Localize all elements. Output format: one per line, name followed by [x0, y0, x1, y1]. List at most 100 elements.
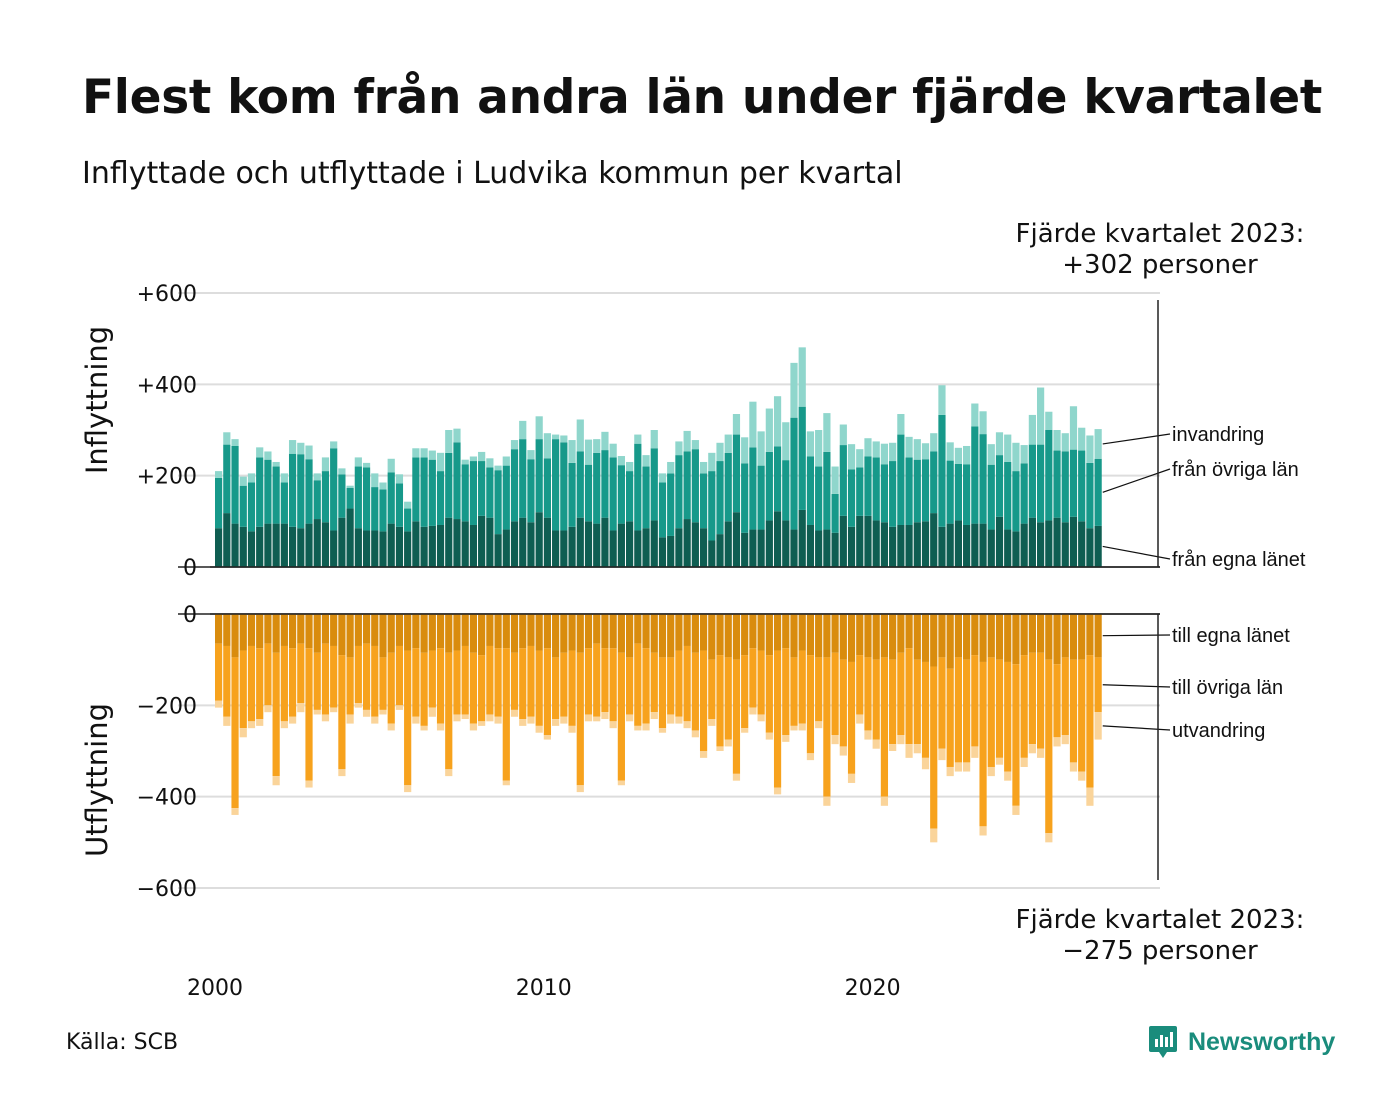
logo-text: Newsworthy: [1188, 1027, 1336, 1056]
bar-in-immigration: [560, 435, 568, 443]
bar-out-emigration: [1061, 735, 1069, 745]
bar-in-own-county: [765, 520, 773, 567]
bar-in-immigration: [741, 437, 749, 464]
bar-out-emigration: [946, 766, 954, 777]
bar-out-own-county: [313, 614, 321, 653]
bar-out-own-county: [264, 614, 272, 644]
bar-in-own-county: [436, 524, 445, 567]
bar-in-immigration: [527, 450, 535, 460]
bar-out-emigration: [905, 744, 913, 758]
bar-in-own-county: [732, 512, 741, 567]
bar-out-emigration: [272, 776, 280, 786]
bar-out-emigration: [938, 748, 946, 761]
bar-in-other-counties: [1061, 451, 1069, 523]
bar-in-immigration: [617, 456, 625, 466]
bar-out-emigration: [436, 723, 445, 731]
bar-out-emigration: [469, 723, 478, 731]
bar-in-other-counties: [436, 471, 445, 525]
bar-in-immigration: [264, 451, 272, 460]
bar-in-own-county: [379, 531, 387, 567]
bar-in-immigration: [782, 422, 790, 461]
bar-out-other-counties: [930, 666, 938, 829]
bar-out-other-counties: [305, 648, 313, 781]
bar-in-immigration: [313, 473, 321, 481]
newsworthy-logo: Newsworthy: [1148, 1024, 1335, 1060]
bar-out-own-county: [297, 614, 305, 644]
bar-in-other-counties: [379, 489, 387, 532]
bar-out-other-counties: [716, 655, 724, 747]
bar-in-own-county: [215, 528, 223, 567]
bar-out-emigration: [930, 828, 938, 843]
bar-in-other-counties: [231, 445, 239, 524]
bar-out-emigration: [1037, 748, 1045, 758]
bar-out-own-county: [921, 614, 930, 662]
bar-out-emigration: [880, 796, 889, 806]
bar-in-other-counties: [872, 457, 880, 521]
bar-in-immigration: [1069, 406, 1078, 450]
bar-in-other-counties: [420, 457, 428, 527]
bar-in-other-counties: [864, 456, 872, 516]
bar-out-emigration: [1004, 771, 1012, 781]
bar-in-other-counties: [338, 474, 346, 518]
bar-in-own-county: [683, 519, 691, 567]
bar-out-own-county: [1069, 614, 1078, 660]
bar-out-own-county: [379, 614, 387, 658]
label-leader-in: [1102, 545, 1171, 560]
bar-in-immigration: [305, 445, 313, 460]
bar-in-other-counties: [601, 450, 609, 518]
bar-in-own-county: [535, 512, 543, 567]
bar-in-other-counties: [1069, 449, 1078, 517]
x-tick-label: 2020: [845, 976, 901, 1001]
bar-in-own-county: [510, 521, 519, 567]
bar-in-immigration: [732, 414, 741, 435]
bar-in-immigration: [765, 408, 773, 452]
bar-out-own-county: [346, 614, 354, 658]
bar-out-own-county: [864, 614, 872, 658]
bar-out-own-county: [806, 614, 815, 656]
bar-in-own-county: [749, 529, 757, 567]
bar-in-own-county: [708, 540, 716, 567]
bar-in-immigration: [995, 432, 1004, 456]
bar-in-other-counties: [584, 464, 593, 522]
bar-out-emigration: [782, 735, 790, 742]
bar-out-own-county: [1037, 614, 1045, 653]
series-label-out: utvandring: [1172, 720, 1265, 742]
bar-in-own-county: [938, 526, 946, 567]
bar-in-other-counties: [247, 482, 256, 532]
bar-in-own-county: [313, 519, 321, 567]
bar-out-other-counties: [765, 655, 773, 733]
bar-in-own-county: [987, 529, 995, 567]
bar-out-emigration: [691, 730, 699, 738]
bar-in-immigration: [461, 459, 469, 465]
bar-out-own-county: [938, 614, 946, 658]
bar-out-other-counties: [552, 657, 560, 720]
bar-in-immigration: [502, 456, 510, 466]
bar-out-other-counties: [658, 657, 667, 729]
bar-out-own-county: [453, 614, 461, 651]
bar-in-own-county: [856, 515, 864, 567]
bar-in-own-county: [404, 531, 412, 567]
bar-out-own-county: [905, 614, 913, 649]
bar-in-own-county: [223, 513, 231, 567]
bar-in-immigration: [806, 431, 815, 457]
bar-in-other-counties: [543, 458, 551, 518]
bar-out-other-counties: [831, 652, 839, 736]
bar-in-other-counties: [749, 447, 757, 530]
bar-out-other-counties: [486, 645, 494, 715]
bar-out-own-county: [354, 614, 362, 646]
bar-in-own-county: [930, 513, 938, 567]
bar-in-own-county: [1028, 517, 1036, 567]
bar-out-own-county: [593, 614, 601, 644]
bar-out-other-counties: [732, 659, 741, 774]
bar-in-immigration: [856, 449, 864, 468]
bar-in-other-counties: [708, 471, 716, 541]
bar-in-immigration: [362, 462, 371, 468]
bar-out-other-counties: [880, 657, 889, 797]
bar-in-other-counties: [856, 467, 864, 516]
bar-out-other-counties: [288, 648, 297, 717]
bar-out-other-counties: [1004, 661, 1012, 772]
bar-out-own-county: [223, 614, 231, 646]
bar-in-other-counties: [930, 451, 938, 514]
bar-in-immigration: [1045, 411, 1053, 430]
bar-out-other-counties: [387, 652, 395, 724]
